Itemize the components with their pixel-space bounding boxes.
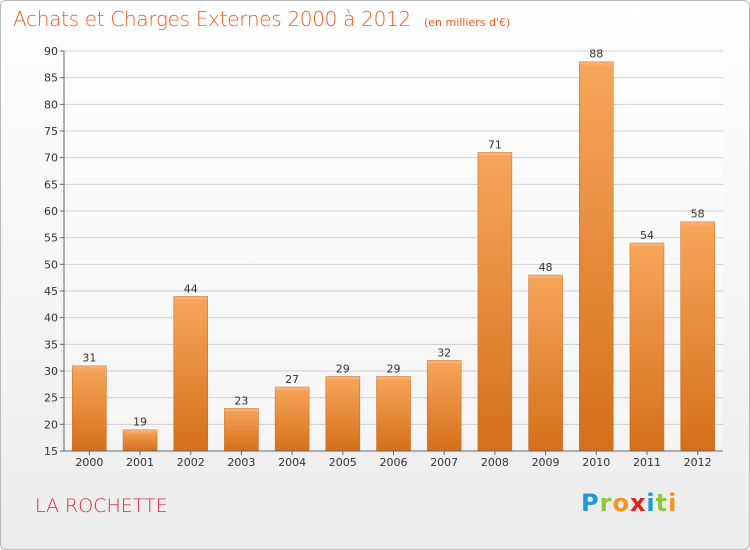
bar-value-label: 71 bbox=[488, 138, 502, 151]
y-tick-label: 25 bbox=[44, 392, 58, 405]
bar-top-highlight bbox=[224, 408, 259, 412]
bar-2006 bbox=[376, 376, 411, 452]
y-tick-label: 20 bbox=[44, 418, 58, 431]
y-tick-label: 55 bbox=[44, 232, 58, 245]
bar-2002 bbox=[173, 296, 208, 452]
bar-2007 bbox=[426, 360, 462, 452]
bar-top-highlight bbox=[579, 61, 614, 65]
y-tick-label: 35 bbox=[44, 338, 58, 351]
bar-2010 bbox=[579, 61, 614, 452]
bar-top-highlight bbox=[123, 429, 158, 433]
x-tick-label: 2012 bbox=[684, 456, 712, 469]
bar-value-label: 54 bbox=[640, 229, 654, 242]
x-tick-label: 2008 bbox=[481, 456, 509, 469]
logo-letter: x bbox=[629, 489, 647, 517]
y-tick-label: 80 bbox=[44, 98, 58, 111]
bar-top-highlight bbox=[427, 360, 462, 364]
bar-top-highlight bbox=[629, 243, 664, 246]
bar-top-highlight bbox=[477, 152, 512, 156]
bar-top-highlight bbox=[173, 296, 208, 300]
y-tick-label: 60 bbox=[44, 205, 58, 218]
y-tick-label: 45 bbox=[44, 285, 58, 298]
chart-title: Achats et Charges Externes 2000 à 2012 (… bbox=[13, 7, 510, 31]
bar-value-label: 23 bbox=[234, 394, 248, 407]
bar-2004 bbox=[274, 386, 310, 452]
bar-value-label: 19 bbox=[133, 416, 147, 429]
bar-2003 bbox=[224, 408, 259, 452]
y-tick-label: 75 bbox=[44, 125, 58, 138]
bar-2012 bbox=[680, 221, 715, 452]
bar-top-highlight bbox=[275, 387, 310, 390]
bar-value-label: 31 bbox=[82, 352, 96, 365]
x-tick-label: 2000 bbox=[75, 456, 103, 469]
bar-top-highlight bbox=[680, 221, 715, 225]
x-tick-label: 2003 bbox=[227, 456, 255, 469]
axis-layer: 15 20 25 30 35 40 45 50 55 60 65 70 75 80 85 90 2000 2001… bbox=[44, 45, 723, 469]
x-tick-label: 2006 bbox=[380, 456, 408, 469]
bar-2001 bbox=[122, 429, 158, 452]
chart-title-main: Achats et Charges Externes 2000 à 2012 bbox=[13, 7, 411, 31]
logo-letter: t bbox=[655, 489, 669, 517]
y-tick-label: 70 bbox=[44, 152, 58, 165]
x-tick-label: 2005 bbox=[329, 456, 357, 469]
logo-letter: i bbox=[668, 489, 678, 517]
logo-letter: o bbox=[612, 489, 630, 517]
bar-2009 bbox=[528, 274, 563, 452]
bar-top-highlight bbox=[325, 376, 360, 380]
bar-value-label: 44 bbox=[184, 282, 198, 295]
bar-2005 bbox=[325, 376, 361, 452]
y-tick-label: 40 bbox=[44, 312, 58, 325]
bar-2011 bbox=[629, 242, 665, 452]
x-tick-label: 2001 bbox=[126, 456, 154, 469]
bar-value-label: 32 bbox=[437, 346, 451, 359]
x-tick-label: 2007 bbox=[430, 456, 458, 469]
logo-letter: P bbox=[581, 489, 600, 517]
logo-letter: i bbox=[646, 489, 656, 517]
x-tick-label: 2011 bbox=[633, 456, 661, 469]
bar-layer: 31 19 44 23 27 29 29 32 71 48 88 54 58 bbox=[72, 48, 715, 452]
x-tick-label: 2010 bbox=[582, 456, 610, 469]
bar-top-highlight bbox=[72, 365, 107, 369]
y-tick-label: 90 bbox=[44, 45, 58, 58]
y-tick-label: 15 bbox=[44, 445, 58, 458]
y-tick-label: 50 bbox=[44, 258, 58, 271]
bar-value-label: 48 bbox=[539, 261, 553, 274]
logo-letter: r bbox=[599, 489, 613, 517]
y-tick-label: 85 bbox=[44, 72, 58, 85]
proxiti-logo: Proxiti bbox=[581, 489, 677, 517]
x-tick-label: 2009 bbox=[532, 456, 560, 469]
bar-2008 bbox=[477, 152, 513, 452]
bar-value-label: 58 bbox=[691, 208, 705, 221]
chart-subtitle: (en milliers d'€) bbox=[423, 16, 511, 29]
commune-name: LA ROCHETTE bbox=[35, 495, 168, 517]
bar-value-label: 29 bbox=[336, 362, 350, 375]
bar-top-highlight bbox=[376, 376, 411, 380]
bar-top-highlight bbox=[528, 275, 563, 278]
y-tick-label: 30 bbox=[44, 365, 58, 378]
bar-value-label: 29 bbox=[387, 362, 401, 375]
x-tick-label: 2004 bbox=[278, 456, 306, 469]
bar-2000 bbox=[72, 365, 107, 452]
x-tick-label: 2002 bbox=[177, 456, 205, 469]
bar-value-label: 88 bbox=[589, 48, 603, 61]
y-tick-label: 65 bbox=[44, 178, 58, 191]
bar-value-label: 27 bbox=[285, 373, 299, 386]
